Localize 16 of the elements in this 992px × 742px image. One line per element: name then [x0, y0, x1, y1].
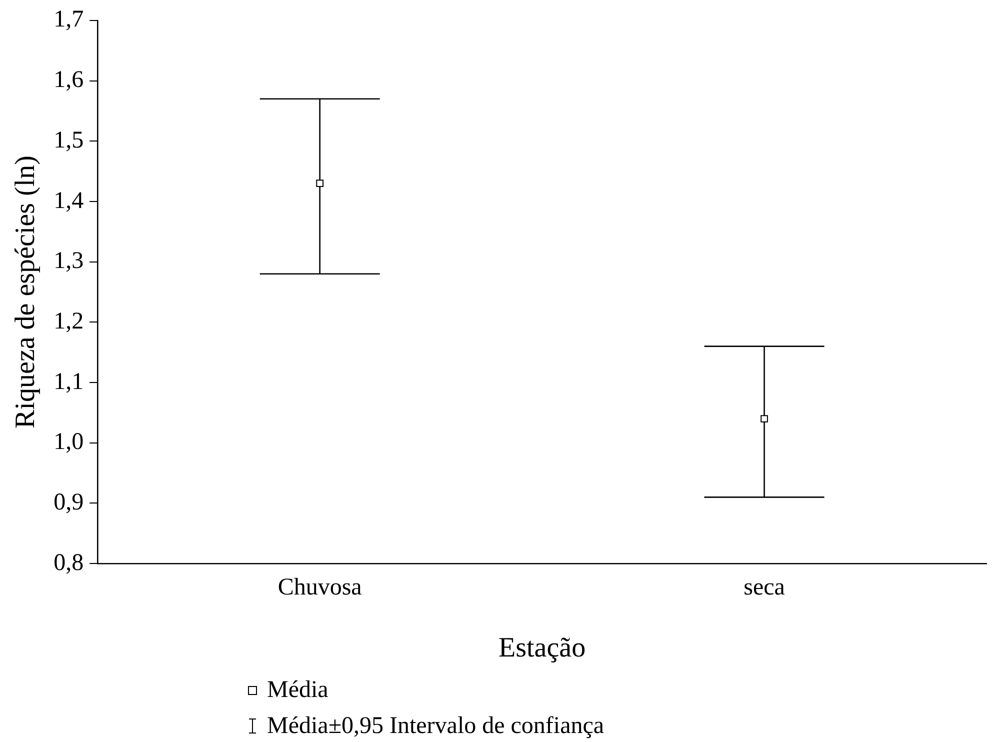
y-tick-label: 0,8 — [54, 550, 84, 576]
y-tick-label: 1,4 — [54, 188, 84, 214]
y-tick-label: 1,2 — [54, 308, 84, 334]
x-axis-title: Estação — [498, 632, 586, 664]
x-tick-label: Chuvosa — [278, 574, 362, 600]
y-tick-label: 1,0 — [54, 429, 84, 456]
y-tick-label: 1,1 — [54, 368, 84, 395]
y-axis-title: Riqueza de espécies (ln) — [10, 156, 42, 428]
y-tick-label: 1,3 — [54, 248, 84, 274]
x-tick-label: seca — [744, 574, 786, 600]
y-tick-label: 1,7 — [54, 6, 84, 33]
legend-label: Média — [267, 676, 328, 705]
y-tick-label: 0,9 — [54, 490, 84, 516]
y-tick-label: 1,5 — [54, 127, 84, 154]
y-tick-label: 1,6 — [54, 67, 84, 94]
text: Média±0,95 Intervalo de confiança — [267, 712, 604, 741]
